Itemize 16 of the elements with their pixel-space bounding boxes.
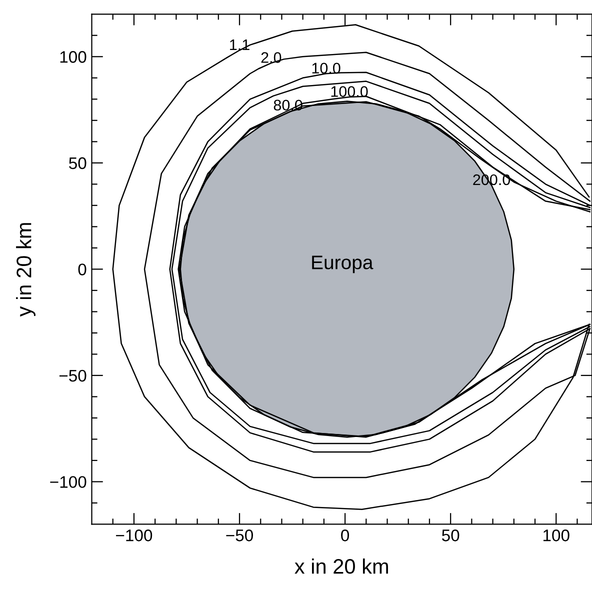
annotation: Europa: [312, 256, 374, 274]
annotation: 2.0: [261, 52, 282, 63]
x-tick-label: −100: [116, 530, 152, 542]
y-axis-title: y in 20 km: [16, 223, 36, 317]
annotation: 100.0: [331, 86, 368, 97]
y-tick-label: 50: [69, 157, 86, 170]
x-axis-title: x in 20 km: [294, 558, 388, 574]
x-tick-label: 0: [341, 530, 350, 542]
y-tick-label: 0: [78, 264, 86, 276]
x-tick-label: 100: [543, 530, 570, 542]
y-tick-label: 100: [60, 51, 86, 63]
y-tick-label: −50: [59, 370, 86, 382]
y-tick-label: −100: [50, 476, 86, 488]
annotation: 1.1: [230, 40, 250, 50]
x-tick-label: −50: [226, 530, 253, 542]
x-tick-label: 50: [442, 530, 460, 542]
